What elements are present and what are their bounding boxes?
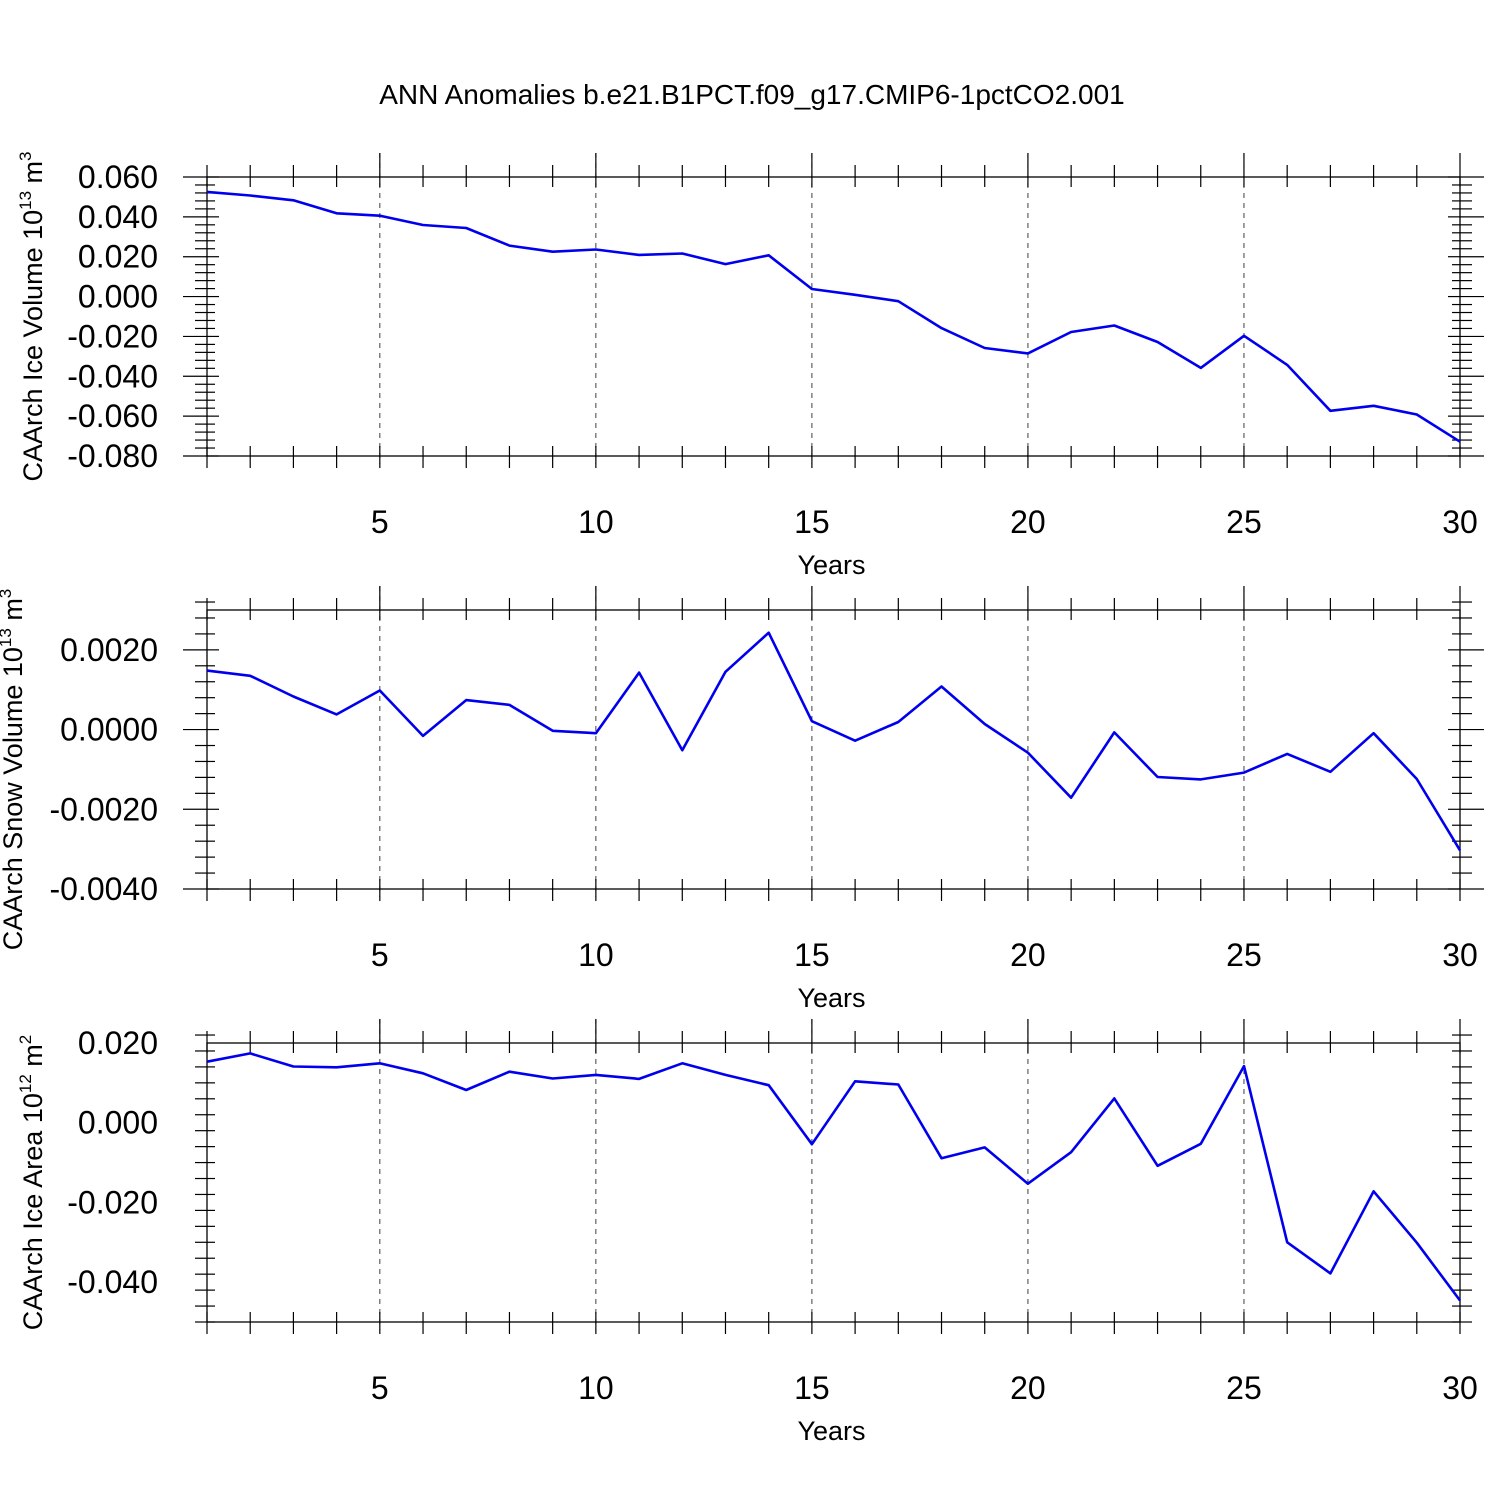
y-tick-label: 0.060 <box>78 159 158 195</box>
data-line <box>206 190 1461 443</box>
x-tick-label: 30 <box>1442 937 1478 973</box>
x-tick-label: 25 <box>1226 1370 1262 1406</box>
y-axis-label-unit-exponent: 13 <box>0 628 15 647</box>
x-tick-label: 5 <box>371 937 389 973</box>
x-axis-label: Years <box>797 1416 865 1446</box>
x-tick-label: 20 <box>1010 1370 1046 1406</box>
y-axis-label-unit: m <box>18 161 48 191</box>
x-tick-label: 5 <box>371 504 389 540</box>
y-tick-label: 0.020 <box>78 1025 158 1061</box>
x-tick-label: 5 <box>371 1370 389 1406</box>
data-line <box>206 1052 1462 1302</box>
x-tick-label: 20 <box>1010 504 1046 540</box>
x-tick-label: 15 <box>794 937 830 973</box>
y-tick-label: -0.020 <box>67 318 158 354</box>
panel-3: 5 10 15 20 25 30 Years -0.040 -0.020 0.000 0.020 CA… <box>16 1019 1478 1446</box>
y-axis-label-unit-exponent: 12 <box>16 1074 35 1093</box>
x-tick-label: 10 <box>578 504 614 540</box>
y-axis-label-unit-power: 2 <box>16 1035 35 1044</box>
y-axis-label-unit: m <box>18 1044 48 1074</box>
plot-frame <box>206 176 1461 457</box>
y-tick-label: -0.020 <box>67 1184 158 1220</box>
y-axis-label: CAArch Ice Volume 1013 m3 <box>16 151 48 481</box>
y-axis-label-unit-base: 10 <box>18 1093 48 1123</box>
x-tick-label: 25 <box>1226 937 1262 973</box>
y-tick-label: -0.040 <box>67 1264 158 1300</box>
plot-frame <box>206 609 1461 890</box>
plot-frame <box>206 1042 1461 1323</box>
x-axis-label: Years <box>797 983 865 1013</box>
y-axis-label-name: CAArch Snow Volume <box>0 677 28 950</box>
y-tick-label: -0.0020 <box>49 791 158 827</box>
y-axis-label-unit-base: 10 <box>0 647 28 677</box>
y-tick-label: 0.0000 <box>60 712 158 748</box>
y-axis-label-unit-power: 3 <box>0 589 15 598</box>
panel-2: 5 10 15 20 25 30 Years -0.0040 -0.0020 0.0000 0.00… <box>0 586 1484 1013</box>
y-axis-label-name: CAArch Ice Area <box>18 1123 48 1330</box>
x-tick-label: 15 <box>794 504 830 540</box>
y-tick-label: 0.000 <box>78 1105 158 1141</box>
y-tick-label: 0.020 <box>78 239 158 275</box>
y-tick-label: -0.080 <box>67 438 158 474</box>
x-tick-label: 10 <box>578 1370 614 1406</box>
y-axis-label-unit: m <box>0 598 28 628</box>
x-tick-label: 30 <box>1442 504 1478 540</box>
x-axis-label: Years <box>797 550 865 580</box>
x-tick-label: 15 <box>794 1370 830 1406</box>
x-tick-label: 10 <box>578 937 614 973</box>
y-axis-label: CAArch Ice Area 1012 m2 <box>16 1035 48 1331</box>
x-tick-label: 25 <box>1226 504 1262 540</box>
y-axis-label-unit-exponent: 13 <box>16 191 35 210</box>
x-tick-label: 30 <box>1442 1370 1478 1406</box>
y-tick-label: -0.060 <box>67 398 158 434</box>
panel-1: 5 10 15 20 25 30 Years -0.080 -0.060 -0.040 -0.020… <box>16 151 1484 580</box>
y-tick-label: 0.0020 <box>60 632 158 668</box>
y-tick-label: -0.0040 <box>49 871 158 907</box>
figure-title: ANN Anomalies b.e21.B1PCT.f09_g17.CMIP6-… <box>379 79 1125 110</box>
y-axis-label: CAArch Snow Volume 1013 m3 <box>0 589 28 951</box>
y-tick-label: -0.040 <box>67 358 158 394</box>
y-axis-label-unit-base: 10 <box>18 210 48 240</box>
y-axis-label-name: CAArch Ice Volume <box>18 240 48 482</box>
panels: 5 10 15 20 25 30Years-0.080-0.060-0.040-0.020… <box>0 151 1484 1446</box>
x-tick-label: 20 <box>1010 937 1046 973</box>
y-axis-label-unit-power: 3 <box>16 151 35 160</box>
data-line <box>206 631 1462 851</box>
y-tick-label: 0.000 <box>78 279 158 315</box>
y-tick-label: 0.040 <box>78 199 158 235</box>
